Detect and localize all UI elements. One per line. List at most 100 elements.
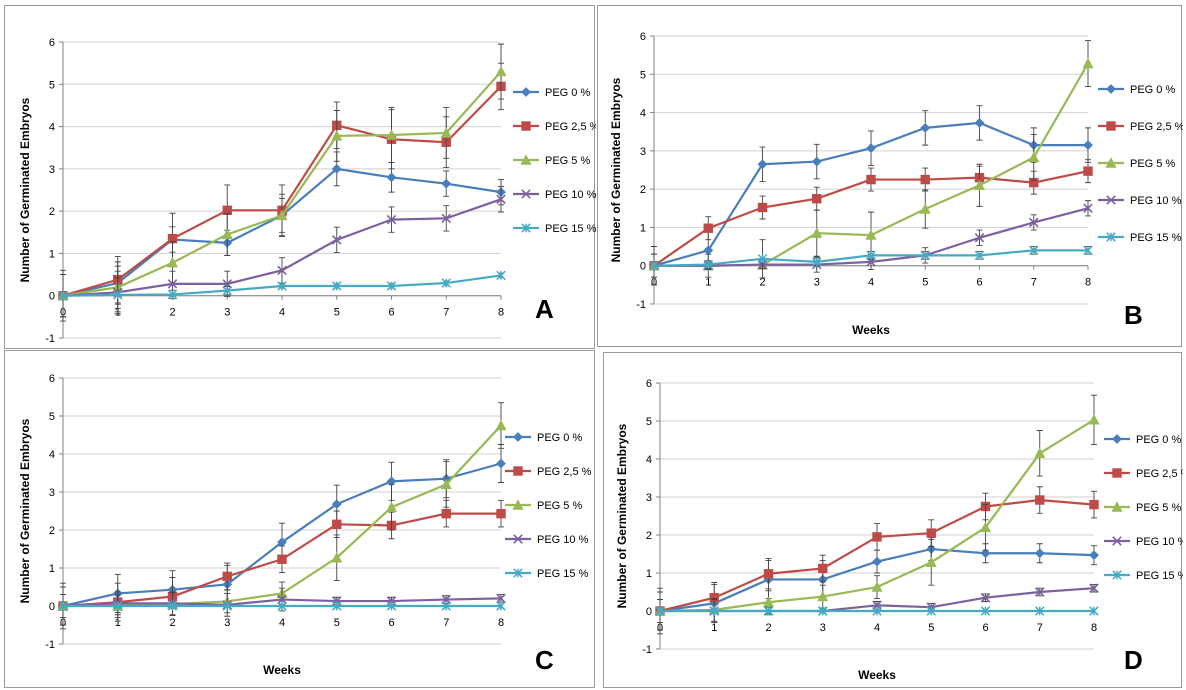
data-point: [818, 563, 828, 574]
y-tick-label: 0: [49, 291, 55, 303]
legend-marker: [1106, 195, 1116, 205]
y-tick-label: -1: [636, 299, 646, 311]
y-tick-label: 0: [49, 601, 55, 613]
data-point: [1082, 57, 1094, 69]
legend-label: PEG 15 %: [1130, 232, 1182, 244]
data-point: [496, 458, 506, 469]
x-tick-label: 5: [928, 622, 934, 634]
x-tick-label: 6: [976, 277, 982, 289]
x-tick-label: 5: [922, 277, 928, 289]
legend-item: PEG 15 %: [505, 568, 589, 580]
y-axis-title: Number of Germinated Embryos: [615, 423, 629, 608]
legend-marker: [1112, 536, 1122, 546]
data-point: [331, 235, 342, 245]
data-point: [331, 130, 343, 141]
data-point: [866, 143, 876, 154]
data-point: [763, 569, 774, 579]
legend-marker: [521, 87, 531, 97]
data-point: [919, 203, 931, 214]
data-point: [1029, 245, 1039, 256]
data-point: [703, 259, 713, 270]
legend-marker: [521, 121, 531, 131]
x-tick-label: 1: [705, 277, 711, 289]
data-point: [332, 601, 342, 611]
legend-item: PEG 0 %: [505, 432, 582, 444]
legend-item: PEG 10 %: [1104, 536, 1183, 548]
data-point: [655, 606, 665, 616]
legend-label: PEG 10 %: [537, 534, 589, 546]
data-point: [386, 214, 397, 225]
legend-marker: [1106, 121, 1116, 131]
data-point: [331, 551, 343, 563]
legend-label: PEG 10 %: [1136, 536, 1183, 548]
legend-item: PEG 2,5 %: [1104, 468, 1183, 480]
data-point: [866, 174, 876, 185]
data-point: [441, 213, 452, 224]
x-tick-label: 3: [224, 307, 230, 319]
legend-label: PEG 10 %: [1130, 195, 1182, 207]
y-tick-label: 2: [640, 184, 646, 196]
data-point: [167, 601, 178, 611]
x-tick-label: 8: [498, 617, 504, 629]
panel-label-d: D: [1124, 645, 1143, 675]
legend-label: PEG 5 %: [537, 500, 582, 512]
data-point: [762, 596, 775, 607]
legend-label: PEG 5 %: [1130, 158, 1175, 170]
legend-item: PEG 2,5 %: [513, 121, 596, 133]
y-axis-title: Number of Germinated Embryos: [18, 418, 32, 603]
data-point: [1089, 583, 1099, 593]
data-point: [757, 254, 768, 264]
y-tick-label: 4: [49, 122, 55, 134]
x-tick-label: 2: [169, 307, 175, 319]
data-point: [1083, 203, 1093, 214]
y-tick-label: 6: [49, 373, 55, 385]
data-point: [222, 285, 232, 296]
x-tick-label: 7: [443, 617, 449, 629]
y-tick-label: 1: [646, 568, 652, 580]
y-tick-label: 5: [49, 79, 55, 91]
x-tick-label: 8: [1091, 622, 1097, 634]
chart-panel-d: -1 0 1 2 3 4 5 6 0 1 2 3 4 5 6 7 8 Weeks Number of Germina…: [603, 352, 1183, 688]
data-point: [818, 606, 828, 616]
data-point: [385, 129, 398, 140]
legend-item: PEG 0 %: [1098, 84, 1175, 96]
legend-item: PEG 15 %: [1098, 232, 1182, 244]
x-tick-label: 6: [982, 622, 988, 634]
legend-marker: [513, 534, 523, 544]
data-point: [441, 601, 451, 611]
y-tick-label: 2: [646, 530, 652, 542]
legend-item: PEG 5 %: [1098, 157, 1175, 170]
data-point: [812, 257, 822, 267]
legend-marker: [1112, 434, 1122, 444]
legend-marker: [513, 466, 523, 476]
legend-label: PEG 2,5 %: [1136, 468, 1183, 480]
panel-label-c: C: [535, 645, 554, 675]
data-point: [331, 163, 342, 174]
data-point: [113, 290, 123, 300]
data-point: [866, 250, 876, 261]
data-point: [980, 606, 991, 616]
series-peg-15-: [649, 239, 1093, 279]
legend-label: PEG 0 %: [1130, 84, 1175, 96]
x-tick-label: 8: [498, 307, 504, 319]
x-tick-label: 4: [279, 307, 285, 319]
x-tick-label: 5: [334, 617, 340, 629]
x-tick-label: 3: [814, 277, 820, 289]
data-point: [1089, 499, 1099, 510]
x-axis-title: Weeks: [858, 668, 896, 682]
data-point: [974, 233, 985, 243]
y-tick-label: 4: [640, 108, 646, 120]
data-point: [811, 227, 823, 238]
legend-marker: [513, 432, 523, 442]
data-point: [440, 478, 452, 490]
data-point: [920, 174, 930, 185]
y-tick-label: 0: [646, 606, 652, 618]
data-point: [763, 606, 774, 616]
data-point: [277, 265, 287, 276]
x-axis-title: Weeks: [852, 323, 890, 337]
